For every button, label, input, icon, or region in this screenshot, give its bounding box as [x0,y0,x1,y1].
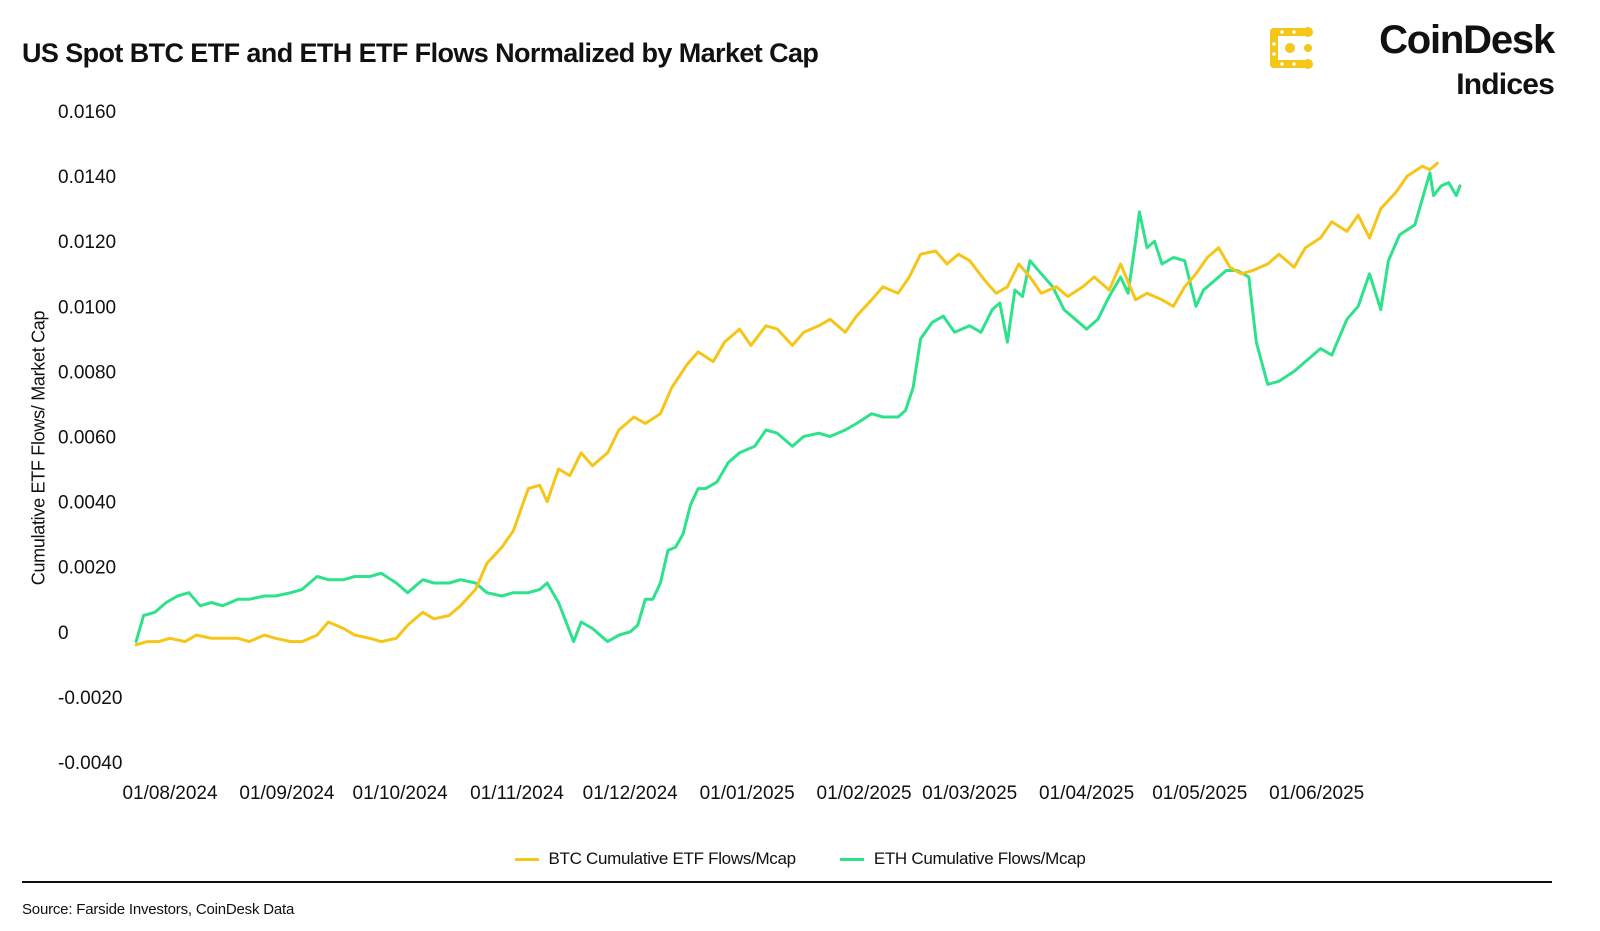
y-tick-label: 0.0060 [58,428,116,449]
x-tick-label: 01/11/2024 [470,783,564,804]
y-tick-label: 0.0140 [58,167,116,188]
coindesk-indices-logo: CoinDesk Indices [1264,16,1555,106]
y-tick-label: -0.0040 [58,753,122,774]
y-tick-label: 0.0100 [58,297,116,318]
chart-legend: BTC Cumulative ETF Flows/Mcap ETH Cumula… [0,849,1600,869]
legend-label-eth: ETH Cumulative Flows/Mcap [873,849,1086,868]
x-tick-label: 01/09/2024 [239,783,335,804]
x-axis-ticks: 01/08/2024 01/09/2024 01/10/2024 01/11/2024… [122,783,1364,804]
series-line-eth [134,171,1462,644]
y-tick-label: 0.0020 [58,558,116,579]
y-axis-ticks: 0.0160 0.0140 0.0120 0.0100 0.0080 0.0060 0.00… [58,102,122,774]
y-tick-label: -0.0020 [58,688,122,709]
y-tick-label: 0 [58,623,69,644]
legend-item-eth: ETH Cumulative Flows/Mcap [839,849,1086,869]
x-tick-label: 01/02/2025 [817,783,912,804]
series-line-btc [134,161,1439,647]
x-tick-label: 01/10/2024 [353,783,449,804]
source-note: Source: Farside Investors, CoinDesk Data [22,901,295,918]
series-lines [134,161,1462,647]
x-tick-label: 01/12/2024 [583,783,679,804]
y-axis-title: Cumulative ETF Flows/ Market Cap [28,310,49,586]
brand-subtitle: Indices [1456,68,1555,101]
y-tick-label: 0.0080 [58,362,116,383]
brand-name: CoinDesk [1379,18,1555,62]
legend-item-btc: BTC Cumulative ETF Flows/Mcap [514,849,797,869]
x-tick-label: 01/04/2025 [1039,783,1134,804]
x-tick-label: 01/01/2025 [700,783,795,804]
legend-swatch-btc [514,857,539,861]
x-tick-label: 01/08/2024 [122,783,218,804]
chart-title: US Spot BTC ETF and ETH ETF Flows Normal… [22,38,819,68]
legend-swatch-eth [839,857,864,861]
coindesk-logo-icon [1270,27,1313,69]
footer-divider [22,881,1552,883]
x-tick-label: 01/05/2025 [1152,783,1247,804]
legend-label-btc: BTC Cumulative ETF Flows/Mcap [548,849,797,868]
x-tick-label: 01/03/2025 [922,783,1017,804]
y-tick-label: 0.0160 [58,102,116,123]
y-tick-label: 0.0040 [58,493,116,514]
y-tick-label: 0.0120 [58,232,116,253]
x-tick-label: 01/06/2025 [1269,783,1364,804]
